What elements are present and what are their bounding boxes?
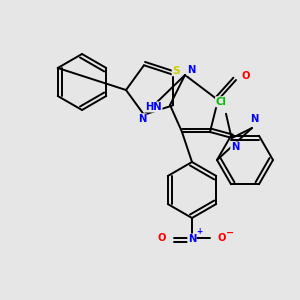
Text: O: O: [218, 233, 226, 243]
Text: N: N: [138, 114, 146, 124]
Text: N: N: [188, 234, 196, 244]
Text: Cl: Cl: [216, 97, 226, 107]
Text: N: N: [187, 65, 195, 75]
Text: O: O: [158, 233, 166, 243]
Text: N: N: [250, 114, 258, 124]
Text: +: +: [196, 226, 202, 236]
Text: −: −: [226, 228, 234, 238]
Text: O: O: [242, 71, 250, 81]
Text: N: N: [231, 142, 239, 152]
Text: HN: HN: [146, 102, 162, 112]
Text: S: S: [172, 66, 180, 76]
